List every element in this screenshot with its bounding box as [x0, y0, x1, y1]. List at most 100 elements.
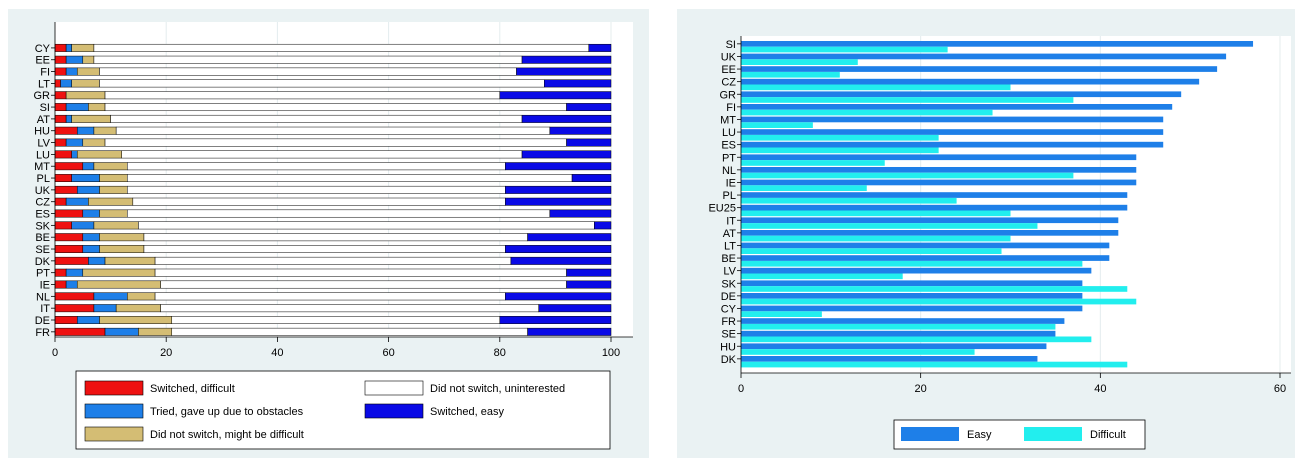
- bar-dk-tried-gave-up-due-to-obstacles: [88, 256, 106, 265]
- bar-ee-tried-gave-up-due-to-obstacles: [65, 55, 84, 64]
- bar-fr-difficult: [741, 323, 1056, 330]
- bar-uk-switched-difficult: [54, 185, 78, 194]
- bar-si-switched-difficult: [54, 103, 67, 112]
- y-tick-label-mt: MT: [34, 161, 50, 173]
- y-tick-label-pl: PL: [37, 173, 50, 185]
- bar-hu-difficult: [741, 349, 975, 355]
- y-tick-label-ie: IE: [726, 177, 736, 189]
- y-tick-label-hu: HU: [34, 126, 50, 138]
- y-tick-label-at: AT: [723, 228, 737, 240]
- y-tick-label-lt: LT: [724, 240, 736, 252]
- bar-gr-easy: [741, 91, 1182, 98]
- bar-hu-did-not-switch-uninterested: [115, 126, 551, 135]
- bar-pt-did-not-switch-uninterested: [154, 268, 567, 277]
- bar-sk-did-not-switch-uninterested: [138, 221, 595, 230]
- bar-lu-easy: [741, 129, 1164, 135]
- bar-lu-switched-easy: [521, 150, 612, 159]
- bar-be-switched-difficult: [54, 233, 84, 242]
- y-tick-label-be: BE: [721, 253, 736, 265]
- bar-uk-did-not-switch-might-be-difficult: [99, 185, 128, 194]
- y-tick-label-lt: LT: [38, 78, 50, 90]
- bar-lt-difficult: [741, 248, 1002, 254]
- bar-de-did-not-switch-uninterested: [171, 316, 501, 324]
- legend-swatch-did-not-switch-uninterested: [364, 380, 424, 396]
- bar-ee-switched-difficult: [54, 55, 67, 64]
- bar-de-did-not-switch-might-be-difficult: [99, 316, 173, 324]
- bar-pt-tried-gave-up-due-to-obstacles: [65, 268, 84, 277]
- chart-panel-easy-vs-difficult: SIUKEECZGRFIMTLUESPTNLIEPLEU25ITATLTBELV…: [677, 9, 1295, 458]
- bar-ie-switched-difficult: [54, 280, 67, 289]
- bar-it-did-not-switch-might-be-difficult: [115, 304, 161, 313]
- bar-de-difficult: [741, 298, 1137, 305]
- bar-cy-did-not-switch-uninterested: [93, 43, 590, 52]
- bar-pl-did-not-switch-uninterested: [127, 174, 573, 182]
- bar-sk-did-not-switch-might-be-difficult: [93, 221, 139, 230]
- bar-gr-did-not-switch-uninterested: [104, 91, 501, 100]
- y-tick-label-se: SE: [721, 329, 736, 341]
- y-tick-label-fr: FR: [35, 327, 50, 339]
- y-tick-label-gr: GR: [720, 89, 737, 101]
- bar-nl-switched-difficult: [54, 292, 95, 301]
- x-axis: 0 20 40 60: [738, 372, 1291, 395]
- bar-se-switched-difficult: [54, 245, 84, 253]
- y-tick-label-ee: EE: [35, 55, 50, 67]
- bar-hu-did-not-switch-might-be-difficult: [93, 126, 117, 135]
- x-tick-label-60: 60: [1274, 383, 1286, 395]
- y-tick-label-cz: CZ: [35, 197, 50, 209]
- bar-pl-did-not-switch-might-be-difficult: [99, 174, 128, 182]
- x-tick-label-20: 20: [915, 383, 927, 395]
- y-tick-label-cz: CZ: [721, 77, 736, 89]
- bar-lv-switched-difficult: [54, 138, 67, 147]
- bar-fr-did-not-switch-uninterested: [171, 327, 528, 336]
- bar-cy-switched-easy: [588, 43, 612, 52]
- bars: [54, 43, 612, 336]
- bar-fi-did-not-switch-uninterested: [99, 67, 517, 76]
- bar-pt-easy: [741, 154, 1137, 161]
- legend-label-easy: Easy: [967, 429, 992, 441]
- x-tick-label-0: 0: [738, 383, 744, 395]
- bar-lv-did-not-switch-might-be-difficult: [82, 138, 106, 147]
- bar-gr-switched-easy: [499, 91, 612, 100]
- bar-hu-easy: [741, 343, 1047, 350]
- y-tick-label-de: DE: [721, 291, 736, 303]
- bar-pt-switched-difficult: [54, 268, 67, 277]
- bar-gr-switched-difficult: [54, 91, 67, 100]
- bar-eu25-easy: [741, 204, 1128, 211]
- y-tick-label-pl: PL: [723, 190, 736, 202]
- bar-cy-did-not-switch-might-be-difficult: [71, 43, 95, 52]
- bar-be-switched-easy: [527, 233, 612, 242]
- bar-se-switched-easy: [505, 245, 612, 253]
- bar-pl-switched-difficult: [54, 174, 72, 182]
- y-tick-label-sk: SK: [721, 278, 736, 290]
- legend-swatch-did-not-switch-might-be-difficult: [84, 426, 144, 442]
- legend-label-tried-gave-up-due-to-obstacles: Tried, gave up due to obstacles: [150, 406, 304, 418]
- bar-sk-tried-gave-up-due-to-obstacles: [71, 221, 95, 230]
- x-tick-label-0: 0: [52, 347, 58, 359]
- bar-sk-switched-difficult: [54, 221, 72, 230]
- bar-es-tried-gave-up-due-to-obstacles: [82, 209, 100, 218]
- bar-lv-difficult: [741, 273, 903, 280]
- bar-nl-easy: [741, 167, 1137, 173]
- bar-de-tried-gave-up-due-to-obstacles: [76, 316, 100, 324]
- y-tick-label-mt: MT: [720, 114, 736, 126]
- bar-fi-switched-difficult: [54, 67, 67, 76]
- bar-lt-easy: [741, 242, 1110, 249]
- x-tick-label-40: 40: [1094, 383, 1106, 395]
- bar-lu-switched-difficult: [54, 150, 72, 159]
- chart-panel-switching-outcomes: CYEEFILTGRSIATHULVLUMTPLUKCZESSKBESEDKPT…: [8, 9, 649, 458]
- y-tick-label-hu: HU: [720, 341, 736, 353]
- y-tick-label-fi: FI: [726, 102, 736, 114]
- bar-lu-did-not-switch-might-be-difficult: [76, 150, 122, 159]
- bar-mt-did-not-switch-might-be-difficult: [93, 162, 128, 171]
- x-tick-label-20: 20: [160, 347, 172, 359]
- bar-es-did-not-switch-uninterested: [127, 209, 551, 218]
- bar-ee-did-not-switch-uninterested: [93, 55, 523, 64]
- bar-cz-tried-gave-up-due-to-obstacles: [65, 197, 89, 206]
- legend-swatch-switched-difficult: [84, 380, 144, 396]
- bar-ie-easy: [741, 179, 1137, 186]
- bar-fr-switched-easy: [527, 327, 612, 336]
- bar-pl-difficult: [741, 197, 957, 204]
- bar-fi-difficult: [741, 109, 993, 116]
- bar-uk-tried-gave-up-due-to-obstacles: [76, 185, 100, 194]
- bar-sk-easy: [741, 280, 1083, 287]
